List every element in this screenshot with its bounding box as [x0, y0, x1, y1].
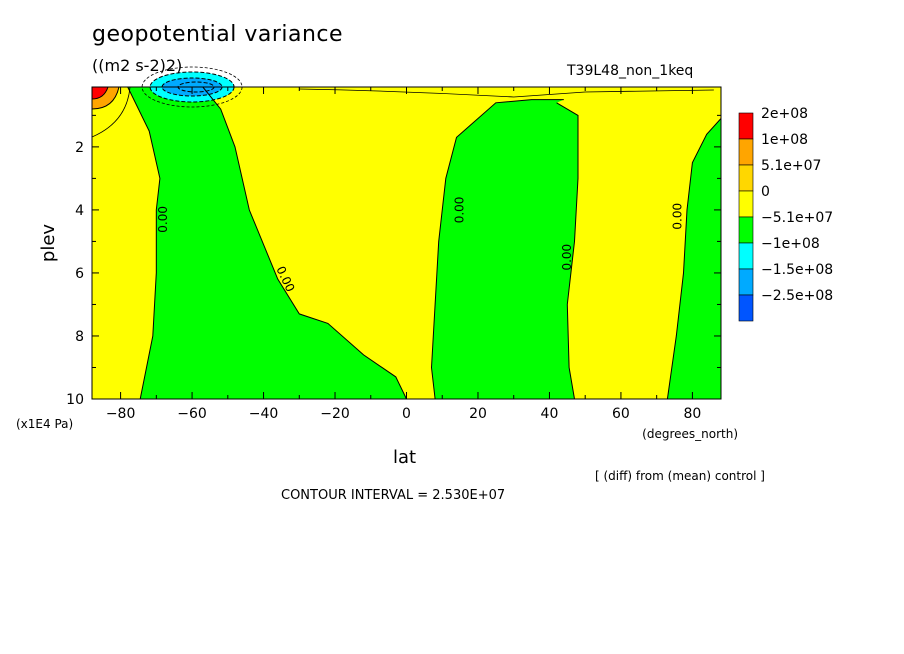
legend-label: 0 [761, 184, 770, 200]
x-tick-label: 60 [612, 406, 630, 422]
legend-label: 1e+08 [761, 132, 808, 148]
y-axis-units: (x1E4 Pa) [16, 417, 73, 431]
negative-region-south [127, 87, 407, 399]
legend-label: −2.5e+08 [761, 288, 833, 304]
run-label: T39L48_non_1keq [567, 63, 694, 79]
x-tick-label: −40 [249, 406, 279, 422]
x-tick-label: −60 [177, 406, 207, 422]
legend-swatch [738, 268, 754, 296]
legend-swatch [738, 242, 754, 270]
zero-contour-north [666, 118, 722, 400]
y-tick-label: 2 [75, 140, 84, 156]
legend-label: −1.5e+08 [761, 262, 833, 278]
x-tick-label: 80 [683, 406, 701, 422]
legend-label: 5.1e+07 [761, 158, 821, 174]
chart-title: geopotential variance [92, 22, 344, 47]
x-tick-label: −80 [106, 406, 136, 422]
chart-units: ((m2 s-2)2) [92, 56, 183, 75]
zero-contour-subtropical-east [556, 102, 579, 400]
legend-swatch [738, 138, 754, 166]
y-tick-label: 4 [75, 203, 84, 219]
y-tick-label: 8 [75, 329, 84, 345]
negative-region-north [667, 118, 721, 399]
y-tick-label: 6 [75, 266, 84, 282]
axes: −80 −60 −40 −20 0 20 40 60 80 2 4 6 8 10 lat (degrees_n… [16, 87, 738, 468]
x-tick-label: 20 [469, 406, 487, 422]
x-axis-title: lat [393, 447, 416, 468]
x-tick-label: −20 [320, 406, 350, 422]
legend-swatch [738, 190, 754, 218]
contour-label: 0.00 [156, 206, 170, 233]
contour-fills [91, 71, 721, 399]
x-axis-units: (degrees_north) [642, 427, 738, 441]
negative-region-subtropical [431, 99, 578, 399]
maximum-outer-contour [91, 86, 131, 138]
contour-label: 0.00 [671, 203, 685, 230]
zero-contour-subtropical-west [430, 99, 564, 400]
zero-contour-south-west [127, 86, 161, 400]
y-axis-title: plev [38, 224, 59, 263]
comparison-note: [ (diff) from (mean) control ] [595, 469, 765, 483]
contour-line-labels: 0.000.000.000.000.00 [156, 197, 685, 295]
colorbar-legend: 2e+08 1e+08 5.1e+07 0 −5.1e+07 −1e+08 −1.5e+08… [738, 106, 833, 322]
legend-swatch [738, 164, 754, 192]
zero-contour-south-east [202, 86, 407, 400]
legend-label: −1e+08 [761, 236, 820, 252]
y-tick-label: 10 [66, 392, 84, 408]
contour-label: 0.00 [453, 197, 467, 224]
legend-swatch [738, 216, 754, 244]
legend-swatch [738, 294, 754, 322]
contour-label: 0.00 [560, 244, 574, 271]
x-tick-label: 0 [402, 406, 411, 422]
legend-label: 2e+08 [761, 106, 808, 122]
contour-interval-label: CONTOUR INTERVAL = 2.530E+07 [281, 488, 506, 503]
legend-swatch [738, 112, 754, 140]
x-tick-label: 40 [541, 406, 559, 422]
upper-contour [299, 88, 714, 98]
legend-label: −5.1e+07 [761, 210, 833, 226]
